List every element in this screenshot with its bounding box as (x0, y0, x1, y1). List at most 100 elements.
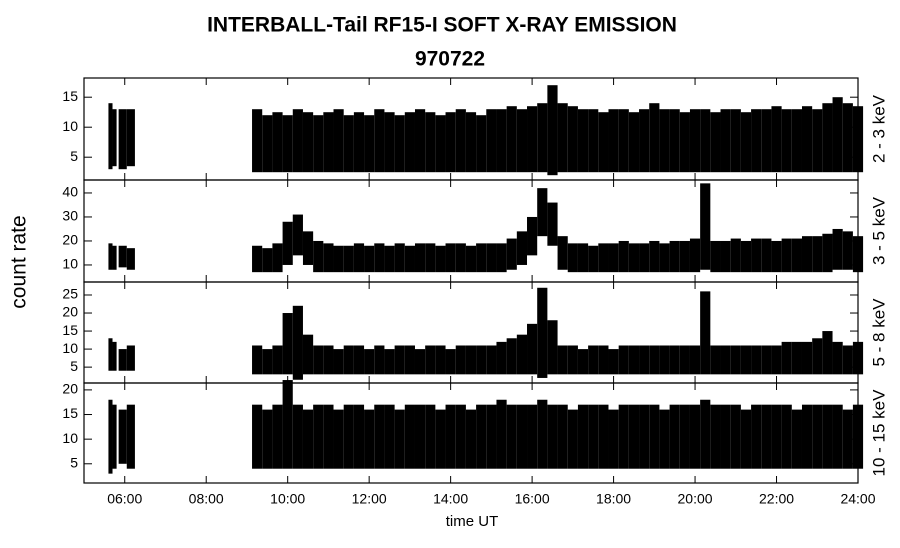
range-bar (333, 349, 344, 375)
range-bar (435, 345, 446, 375)
range-bar (118, 409, 127, 464)
range-bar (588, 109, 599, 173)
range-bar (476, 115, 487, 173)
range-bar (618, 109, 629, 173)
range-bar (364, 245, 375, 273)
range-bar (598, 243, 609, 273)
range-bar (252, 345, 263, 375)
range-bar (832, 341, 843, 375)
range-bar (302, 334, 314, 375)
range-bar (730, 404, 741, 469)
range-bar (567, 409, 578, 469)
range-bar (313, 115, 324, 173)
range-bar (547, 404, 558, 469)
range-bar (353, 345, 365, 375)
range-bar (496, 243, 507, 273)
range-bar (608, 349, 619, 375)
range-bar (506, 238, 517, 270)
range-bar (394, 409, 405, 469)
range-bar (527, 404, 538, 469)
range-bar (598, 345, 609, 375)
range-bar (272, 112, 283, 173)
range-bar (364, 349, 375, 375)
range-bar (781, 109, 792, 173)
range-bar (832, 228, 843, 270)
range-bar (577, 349, 589, 375)
range-bar (639, 345, 650, 375)
range-bar (292, 214, 303, 256)
range-bar (547, 320, 558, 375)
range-bar (404, 112, 415, 173)
range-bar (679, 240, 690, 273)
range-bar (445, 404, 456, 469)
range-bar (822, 103, 833, 173)
range-bar (108, 399, 113, 474)
range-bar (801, 106, 813, 173)
range-bar (628, 345, 640, 375)
range-bar (384, 245, 395, 273)
range-bar (516, 231, 528, 265)
range-bar (822, 404, 833, 469)
range-bar (112, 245, 117, 270)
range-bar (374, 109, 385, 173)
range-bar (292, 305, 303, 380)
range-bar (506, 404, 517, 469)
range-bar (842, 409, 853, 469)
range-bar (740, 345, 752, 375)
range-bar (659, 345, 670, 375)
range-bar (282, 115, 293, 173)
range-bar (333, 109, 344, 173)
range-bar (272, 404, 283, 469)
range-bar (262, 248, 273, 273)
range-bar (394, 243, 405, 273)
range-bar (465, 112, 477, 173)
range-bar (282, 380, 293, 469)
range-bar (323, 112, 334, 173)
range-bar (108, 103, 113, 170)
range-bar (384, 404, 395, 469)
range-bar (679, 404, 690, 469)
range-bar (689, 345, 701, 375)
range-bar (781, 341, 792, 375)
range-bar (832, 404, 843, 469)
range-bar (812, 236, 823, 273)
range-bar (577, 243, 589, 273)
range-bar (394, 115, 405, 173)
range-bar (384, 349, 395, 375)
range-bar (537, 399, 548, 469)
chart-subtitle: 970722 (415, 48, 485, 71)
range-bar (118, 245, 127, 268)
range-bar (374, 243, 385, 273)
range-bar (486, 109, 497, 173)
range-bar (618, 240, 629, 273)
range-bar (537, 103, 548, 173)
range-bar (476, 243, 487, 273)
range-bar (126, 345, 135, 371)
range-bar (659, 409, 670, 469)
range-bar (516, 334, 528, 375)
y-tick-label: 15 (62, 322, 78, 338)
range-bar (659, 243, 670, 273)
range-bar (126, 109, 135, 167)
range-bar (608, 409, 619, 469)
chart-title: INTERBALL-Tail RF15-I SOFT X-RAY EMISSIO… (207, 14, 677, 37)
range-bar (292, 404, 303, 469)
range-bar (435, 245, 446, 273)
y-tick-label: 20 (62, 381, 78, 397)
range-bar (832, 97, 843, 173)
x-tick-label: 24:00 (840, 491, 875, 507)
y-tick-label: 5 (70, 358, 78, 374)
panel-label: 10 - 15 keV (869, 389, 888, 477)
range-bar (689, 238, 701, 273)
range-bar (343, 404, 354, 469)
panel-label: 3 - 5 keV (869, 196, 888, 265)
range-bar (374, 404, 385, 469)
y-tick-label: 25 (62, 286, 78, 302)
range-bar (108, 243, 113, 270)
range-bar (842, 231, 853, 270)
range-bar (761, 238, 772, 273)
range-bar (771, 404, 782, 469)
range-bar (700, 183, 711, 270)
range-bar (812, 404, 823, 469)
range-bar (639, 243, 650, 273)
